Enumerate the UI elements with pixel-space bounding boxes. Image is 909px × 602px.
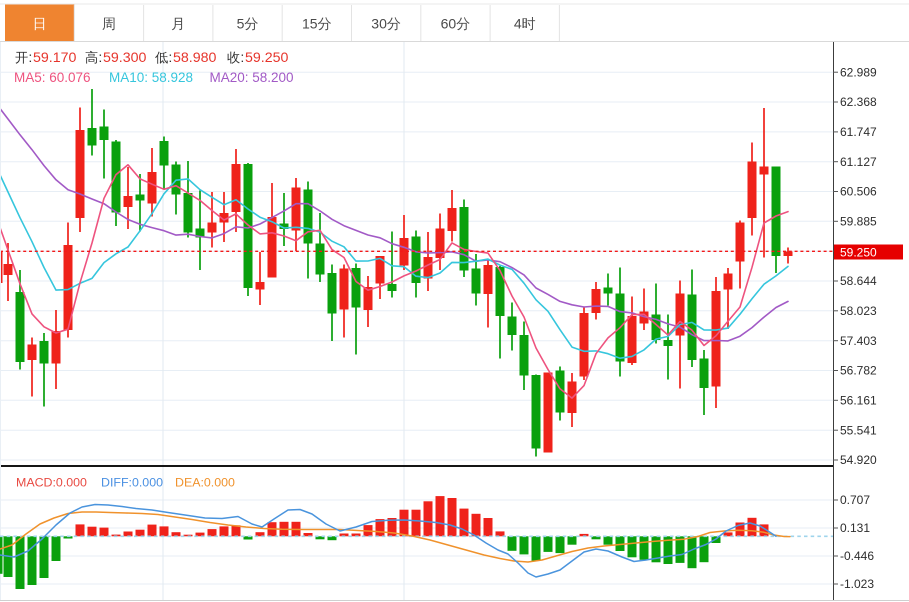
svg-text:61.747: 61.747 [840,125,877,139]
svg-text:60: 60 [441,16,457,32]
svg-text:62.368: 62.368 [840,95,877,109]
svg-text::: : [98,50,102,66]
svg-text:30: 30 [371,16,387,32]
svg-text:56.161: 56.161 [840,394,877,408]
svg-text:55.541: 55.541 [840,423,877,437]
svg-text::: : [240,50,244,66]
svg-text:15: 15 [302,16,318,32]
svg-text:58.980: 58.980 [173,50,217,66]
svg-text:-1.023: -1.023 [840,577,874,591]
svg-text:59.170: 59.170 [33,50,77,66]
svg-text:5: 5 [237,16,245,32]
svg-text:59.250: 59.250 [245,50,289,66]
svg-text:DEA:0.000: DEA:0.000 [175,476,235,490]
svg-text:62.989: 62.989 [840,65,877,79]
svg-text:60.506: 60.506 [840,185,877,199]
svg-text:58.644: 58.644 [840,274,877,288]
svg-text:DIFF:0.000: DIFF:0.000 [101,476,163,490]
svg-text:59.300: 59.300 [103,50,147,66]
svg-text:4: 4 [514,16,522,32]
svg-text:59.885: 59.885 [840,215,877,229]
svg-text:0.707: 0.707 [840,493,870,507]
svg-text:MA5: 60.076: MA5: 60.076 [14,70,91,85]
svg-text:59.250: 59.250 [840,245,877,259]
svg-text:56.782: 56.782 [840,364,877,378]
svg-text:58.023: 58.023 [840,304,877,318]
svg-text:-0.446: -0.446 [840,549,874,563]
svg-text:0.131: 0.131 [840,521,870,535]
svg-text:MA20: 58.200: MA20: 58.200 [210,70,294,85]
svg-text::: : [168,50,172,66]
svg-text:57.403: 57.403 [840,334,877,348]
svg-text:MA10: 58.928: MA10: 58.928 [109,70,193,85]
svg-text:54.920: 54.920 [840,453,877,467]
svg-text:61.127: 61.127 [840,155,877,169]
svg-text::: : [28,50,32,66]
svg-text:MACD:0.000: MACD:0.000 [16,476,87,490]
